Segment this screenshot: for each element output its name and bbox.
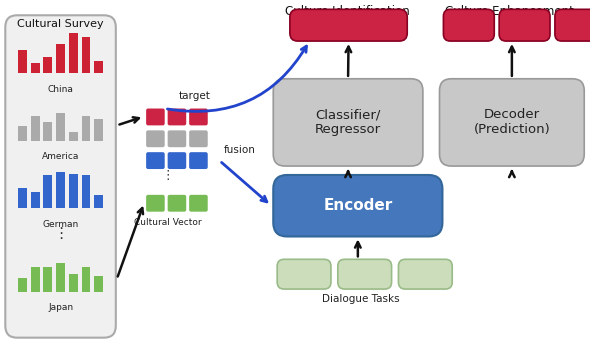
Bar [56, 263, 65, 292]
FancyBboxPatch shape [167, 130, 186, 147]
Text: Decoder
(Prediction): Decoder (Prediction) [474, 108, 550, 136]
Bar [95, 276, 103, 292]
Bar [56, 172, 65, 208]
FancyBboxPatch shape [189, 109, 208, 125]
FancyBboxPatch shape [167, 195, 186, 212]
Bar [95, 119, 103, 141]
FancyBboxPatch shape [399, 259, 452, 289]
Bar [43, 122, 52, 141]
Bar [43, 267, 52, 292]
Text: Encoder: Encoder [323, 198, 393, 213]
Bar [56, 113, 65, 141]
FancyBboxPatch shape [146, 109, 165, 125]
Bar [31, 116, 40, 141]
FancyBboxPatch shape [5, 15, 116, 338]
FancyBboxPatch shape [555, 9, 602, 41]
Bar [81, 37, 90, 73]
Text: Sen 1: Sen 1 [290, 269, 319, 279]
Bar [43, 175, 52, 208]
FancyBboxPatch shape [439, 79, 585, 166]
Text: Dialogue Tasks: Dialogue Tasks [323, 294, 400, 304]
Bar [56, 44, 65, 73]
FancyBboxPatch shape [273, 175, 442, 236]
Bar [31, 267, 40, 292]
FancyBboxPatch shape [189, 130, 208, 147]
Text: Culture Enhancement: Culture Enhancement [445, 5, 574, 18]
Bar [69, 131, 78, 141]
Text: ⋮: ⋮ [53, 226, 68, 241]
FancyBboxPatch shape [277, 259, 331, 289]
Text: ⋮: ⋮ [161, 170, 174, 182]
Bar [69, 174, 78, 208]
Text: China: China [48, 85, 73, 94]
Text: Cultural Vector: Cultural Vector [134, 218, 202, 227]
Text: German: German [42, 220, 79, 229]
Text: Culture Identification: Culture Identification [285, 5, 410, 18]
FancyBboxPatch shape [444, 9, 494, 41]
Bar [18, 50, 27, 73]
Bar [81, 267, 90, 292]
FancyBboxPatch shape [338, 259, 391, 289]
Text: Japan: Japan [48, 303, 73, 312]
Text: America: America [42, 152, 79, 161]
FancyBboxPatch shape [167, 152, 186, 169]
FancyBboxPatch shape [146, 130, 165, 147]
Text: fusion: fusion [223, 145, 255, 155]
FancyBboxPatch shape [499, 9, 550, 41]
FancyBboxPatch shape [189, 152, 208, 169]
FancyBboxPatch shape [146, 152, 165, 169]
FancyBboxPatch shape [146, 195, 165, 212]
Bar [43, 56, 52, 73]
Text: Classifier/
Regressor: Classifier/ Regressor [315, 108, 381, 136]
Text: Cultures: Cultures [319, 19, 378, 32]
Bar [69, 274, 78, 292]
Bar [18, 188, 27, 208]
Text: Sen m: Sen m [562, 20, 598, 30]
FancyBboxPatch shape [273, 79, 423, 166]
Bar [18, 126, 27, 141]
FancyBboxPatch shape [290, 9, 407, 41]
Text: Sen 2: Sen 2 [508, 20, 541, 30]
Text: Sen 1: Sen 1 [453, 20, 485, 30]
Bar [31, 63, 40, 73]
Bar [81, 116, 90, 141]
FancyBboxPatch shape [189, 195, 208, 212]
Text: Cultural Survey: Cultural Survey [17, 19, 104, 29]
Text: Sen n: Sen n [411, 269, 440, 279]
Text: target: target [179, 91, 211, 101]
FancyBboxPatch shape [167, 109, 186, 125]
Bar [18, 278, 27, 292]
Bar [95, 195, 103, 208]
Bar [95, 61, 103, 73]
Bar [69, 33, 78, 73]
Text: Sen 2: Sen 2 [350, 269, 379, 279]
Bar [31, 192, 40, 208]
Bar [81, 175, 90, 208]
